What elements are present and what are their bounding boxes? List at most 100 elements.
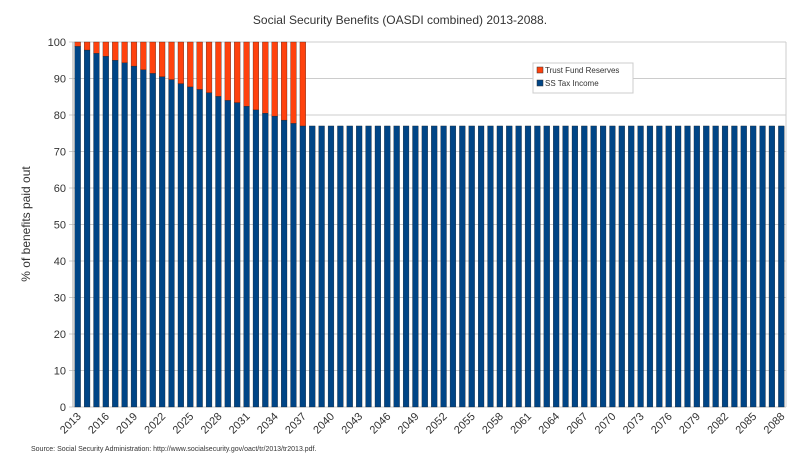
bar-ss-tax-income	[496, 125, 503, 408]
y-tick-label: 60	[54, 183, 66, 195]
bar-trust-fund-reserves	[281, 41, 288, 121]
bar-trust-fund-reserves	[224, 41, 231, 101]
bar-trust-fund-reserves	[243, 41, 250, 107]
x-tick-label: 2046	[368, 411, 394, 437]
bar-ss-tax-income	[84, 49, 91, 408]
x-tick-label: 2022	[142, 411, 168, 437]
bar-trust-fund-reserves	[234, 41, 241, 103]
x-tick-label: 2076	[649, 411, 675, 437]
bar-ss-tax-income	[759, 125, 766, 408]
x-tick-labels: 2013 2016 2019 2022 2025 2028 2031 2034 2037 2040…	[58, 411, 787, 437]
bar-ss-tax-income	[421, 125, 428, 408]
legend-label-ss-tax: SS Tax Income	[545, 79, 599, 88]
x-tick-label: 2055	[452, 411, 478, 437]
bar-trust-fund-reserves	[168, 41, 175, 80]
y-tick-labels: 0 10 20 30 40 50 60 70 80 90 100	[48, 37, 66, 414]
bar-trust-fund-reserves	[271, 41, 278, 117]
x-tick-label: 2049	[396, 411, 422, 437]
bar-trust-fund-reserves	[74, 41, 81, 47]
bar-ss-tax-income	[93, 53, 100, 408]
x-tick-label: 2025	[171, 411, 197, 437]
bar-ss-tax-income	[675, 125, 682, 408]
bar-ss-tax-income	[149, 73, 156, 408]
x-tick-label: 2031	[227, 411, 253, 437]
bar-ss-tax-income	[159, 76, 166, 408]
bar-ss-tax-income	[553, 125, 560, 408]
y-tick-label: 10	[54, 366, 66, 378]
legend-swatch-ss-tax	[536, 79, 544, 87]
bar-ss-tax-income	[459, 125, 466, 408]
bar-ss-tax-income	[571, 125, 578, 408]
bar-ss-tax-income	[534, 125, 541, 408]
bar-ss-tax-income	[271, 115, 278, 408]
x-tick-label: 2061	[508, 411, 534, 437]
x-tick-label: 2079	[677, 411, 703, 437]
y-axis-label: % of benefits paid out	[19, 166, 33, 282]
bar-ss-tax-income	[703, 125, 710, 408]
bar-trust-fund-reserves	[140, 41, 147, 70]
bar-ss-tax-income	[750, 125, 757, 408]
bar-ss-tax-income	[618, 125, 625, 408]
x-tick-label: 2052	[424, 411, 450, 437]
bar-ss-tax-income	[215, 96, 222, 408]
bar-trust-fund-reserves	[159, 41, 166, 77]
bar-trust-fund-reserves	[262, 41, 269, 114]
bar-ss-tax-income	[356, 125, 363, 408]
bar-ss-tax-income	[177, 83, 184, 408]
bar-ss-tax-income	[290, 123, 297, 408]
bar-trust-fund-reserves	[177, 41, 184, 84]
bar-ss-tax-income	[262, 113, 269, 408]
bar-ss-tax-income	[609, 125, 616, 408]
bar-ss-tax-income	[187, 86, 194, 408]
x-tick-label: 2064	[536, 411, 562, 437]
bar-ss-tax-income	[543, 125, 550, 408]
x-tick-label: 2037	[283, 411, 309, 437]
legend: Trust Fund Reserves SS Tax Income	[532, 62, 634, 94]
bar-ss-tax-income	[346, 125, 353, 408]
bar-ss-tax-income	[581, 125, 588, 408]
legend-swatch-trust-fund	[536, 66, 544, 74]
bar-ss-tax-income	[515, 125, 522, 408]
y-tick-label: 30	[54, 293, 66, 305]
bar-ss-tax-income	[384, 125, 391, 408]
bar-trust-fund-reserves	[187, 41, 194, 88]
bar-ss-tax-income	[168, 79, 175, 408]
x-tick-label: 2034	[255, 411, 281, 437]
bar-ss-tax-income	[768, 125, 775, 408]
x-tick-label: 2016	[86, 411, 112, 437]
bar-ss-tax-income	[224, 100, 231, 408]
bar-trust-fund-reserves	[196, 41, 203, 90]
bar-ss-tax-income	[102, 56, 109, 408]
y-tick-label: 90	[54, 74, 66, 86]
bar-ss-tax-income	[140, 69, 147, 408]
bar-ss-tax-income	[524, 125, 532, 408]
bar-trust-fund-reserves	[252, 41, 259, 111]
y-tick-label: 50	[54, 220, 66, 232]
bar-ss-tax-income	[712, 125, 719, 408]
y-tick-label: 20	[54, 329, 66, 341]
x-tick-label: 2028	[199, 411, 225, 437]
bar-ss-tax-income	[374, 125, 381, 408]
bar-ss-tax-income	[365, 125, 372, 408]
y-tick-label: 0	[60, 402, 66, 414]
bar-ss-tax-income	[402, 125, 410, 408]
x-tick-label: 2013	[58, 411, 84, 437]
bars	[74, 41, 785, 408]
bar-ss-tax-income	[431, 125, 438, 408]
bar-trust-fund-reserves	[102, 41, 109, 57]
bar-trust-fund-reserves	[93, 41, 100, 54]
bar-ss-tax-income	[327, 125, 335, 408]
bar-ss-tax-income	[412, 125, 419, 408]
bar-ss-tax-income	[234, 102, 241, 408]
chart-title: Social Security Benefits (OASDI combined…	[253, 13, 547, 27]
bar-trust-fund-reserves	[205, 41, 213, 93]
bar-ss-tax-income	[665, 125, 672, 408]
bar-trust-fund-reserves	[149, 41, 156, 74]
y-tick-label: 40	[54, 256, 66, 268]
y-tick-label: 100	[48, 37, 66, 49]
bar-ss-tax-income	[337, 125, 344, 408]
bar-ss-tax-income	[721, 125, 729, 408]
bar-ss-tax-income	[281, 119, 288, 408]
bar-ss-tax-income	[121, 62, 128, 408]
x-tick-label: 2073	[621, 411, 647, 437]
